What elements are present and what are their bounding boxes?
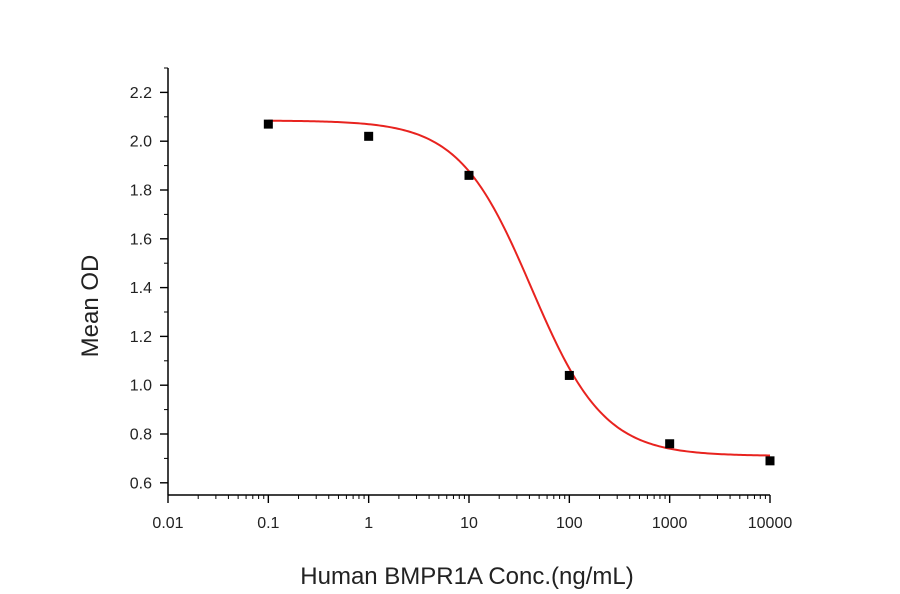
data-point — [665, 439, 675, 449]
x-tick-label: 10 — [460, 515, 478, 532]
y-tick-label: 0.6 — [130, 475, 152, 492]
y-tick-label: 1.2 — [130, 329, 152, 346]
y-tick-label: 1.8 — [130, 183, 152, 200]
x-tick-label: 0.01 — [152, 515, 183, 532]
y-tick-label: 2.0 — [130, 134, 152, 151]
data-point — [564, 370, 574, 380]
y-tick-label: 1.6 — [130, 231, 152, 248]
data-point — [464, 170, 474, 180]
x-axis-title: Human BMPR1A Conc.(ng/mL) — [300, 563, 633, 590]
fit-curve — [268, 119, 771, 457]
data-point — [364, 131, 374, 141]
x-tick-label: 1000 — [652, 515, 688, 532]
fit-curve-layer — [268, 119, 771, 457]
x-tick-label: 1 — [364, 515, 373, 532]
y-tick-label: 0.8 — [130, 427, 152, 444]
x-axis-ticks: 0.01 0.1 1 10 100 1000 10000 — [152, 495, 792, 532]
axes — [167, 68, 770, 496]
y-axis-title: Mean OD — [77, 255, 104, 358]
data-point — [263, 119, 273, 129]
y-tick-label: 2.2 — [130, 85, 152, 102]
y-tick-label: 1.0 — [130, 378, 152, 395]
y-axis-ticks: 0.6 0.8 1.0 1.2 1.4 1.6 1.8 2.0 2.2 — [130, 67, 168, 492]
x-tick-label: 0.1 — [257, 515, 279, 532]
x-tick-label: 100 — [556, 515, 583, 532]
data-points-layer — [263, 119, 775, 466]
x-tick-label: 10000 — [748, 515, 793, 532]
data-point — [765, 456, 775, 466]
y-tick-label: 1.4 — [130, 280, 152, 297]
